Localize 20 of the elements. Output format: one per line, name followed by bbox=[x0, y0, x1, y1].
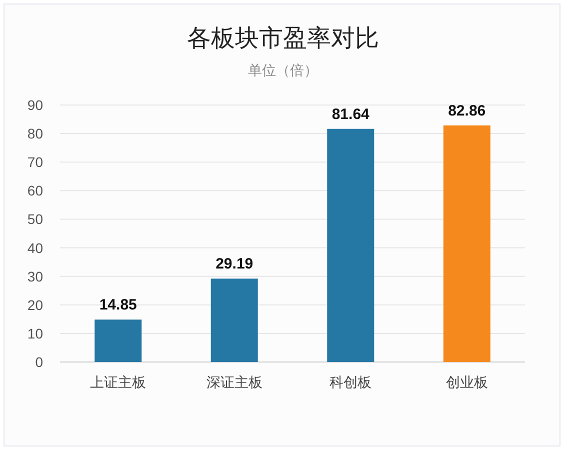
y-tick-label: 80 bbox=[27, 126, 44, 142]
chart-title: 各板块市盈率对比 bbox=[187, 25, 379, 52]
y-tick-label: 30 bbox=[27, 268, 44, 284]
data-label: 29.19 bbox=[216, 256, 254, 273]
y-tick-label: 40 bbox=[27, 240, 44, 256]
y-tick-label: 0 bbox=[35, 354, 44, 370]
chart-subtitle: 单位（倍） bbox=[248, 62, 318, 78]
y-tick-label: 70 bbox=[27, 154, 44, 170]
y-tick-label: 90 bbox=[27, 97, 44, 113]
y-tick-label: 60 bbox=[27, 182, 44, 199]
x-tick-label: 深证主板 bbox=[206, 374, 262, 390]
data-label: 14.85 bbox=[99, 296, 137, 314]
y-tick-label: 10 bbox=[27, 325, 44, 342]
data-label: 81.64 bbox=[332, 106, 370, 123]
y-tick-label: 50 bbox=[27, 211, 44, 228]
y-tick-label: 20 bbox=[27, 296, 44, 313]
x-tick-label: 创业板 bbox=[446, 374, 488, 390]
data-label: 82.86 bbox=[448, 102, 486, 120]
x-tick-label: 科创板 bbox=[330, 374, 372, 390]
x-tick-label: 上证主板 bbox=[90, 374, 146, 390]
